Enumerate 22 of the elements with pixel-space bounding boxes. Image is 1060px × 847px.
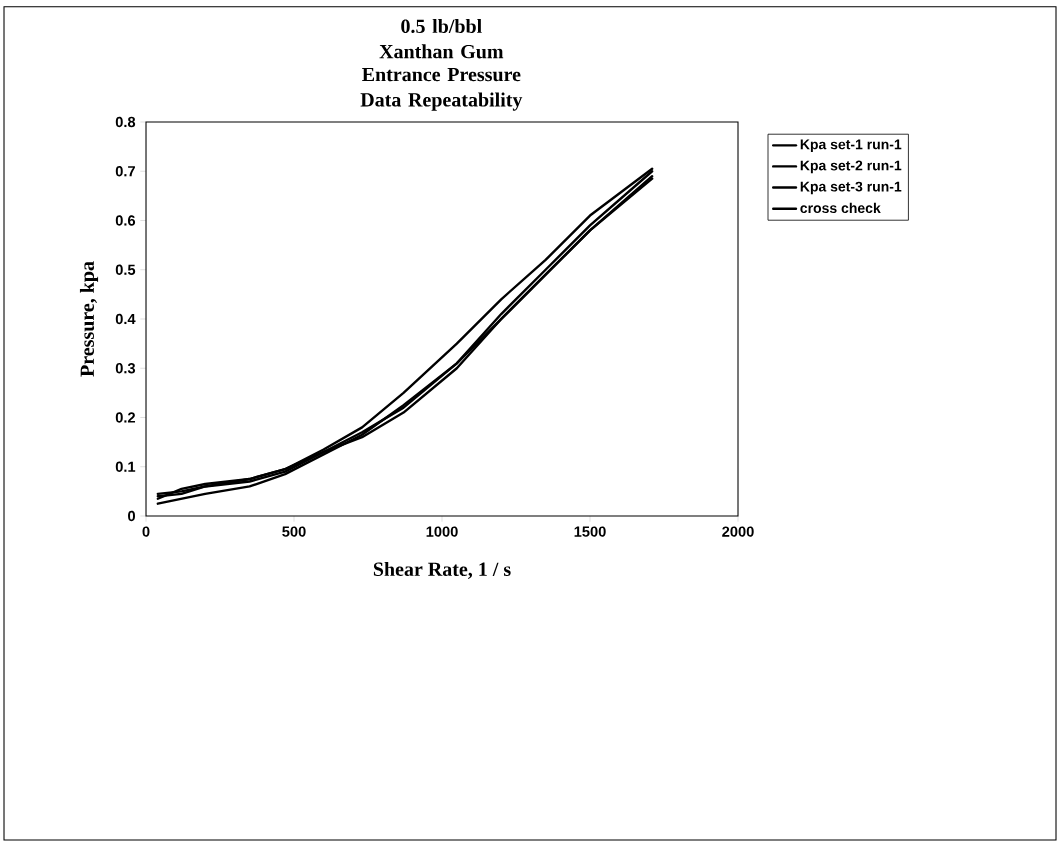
legend-label: cross check — [800, 202, 881, 214]
x-tick-label: 2000 — [722, 526, 754, 537]
x-tick-label: 1500 — [574, 526, 606, 537]
y-tick-label: 0.2 — [115, 412, 136, 423]
y-tick-label: 0.5 — [115, 264, 136, 276]
chart-title: 0.5 lb/bbl Xanthan Gum — [379, 19, 504, 59]
x-axis-title: Shear Rate, 1 / s — [373, 562, 511, 580]
chart-subtitle: Entrance Pressure Data Repeatability — [360, 68, 523, 111]
y-tick-label: 0 — [128, 510, 135, 522]
y-axis-title: Pressure, kpa — [79, 261, 99, 377]
x-tick-label: 500 — [282, 526, 306, 537]
legend-label: Kpa set-1 run-1 — [800, 139, 902, 153]
x-tick-label: 1000 — [426, 526, 458, 537]
y-tick-label: 0.3 — [115, 363, 136, 374]
legend-label: Kpa set-2 run-1 — [800, 160, 902, 174]
legend-label: Kpa set-3 run-1 — [800, 181, 902, 195]
y-tick-label: 0.4 — [115, 313, 136, 325]
x-tick-label: 0 — [142, 526, 150, 537]
y-tick-label: 0.1 — [115, 461, 136, 473]
y-tick-label: 0.6 — [115, 215, 136, 226]
y-tick-label: 0.8 — [115, 116, 136, 128]
y-tick-label: 0.7 — [115, 166, 135, 177]
